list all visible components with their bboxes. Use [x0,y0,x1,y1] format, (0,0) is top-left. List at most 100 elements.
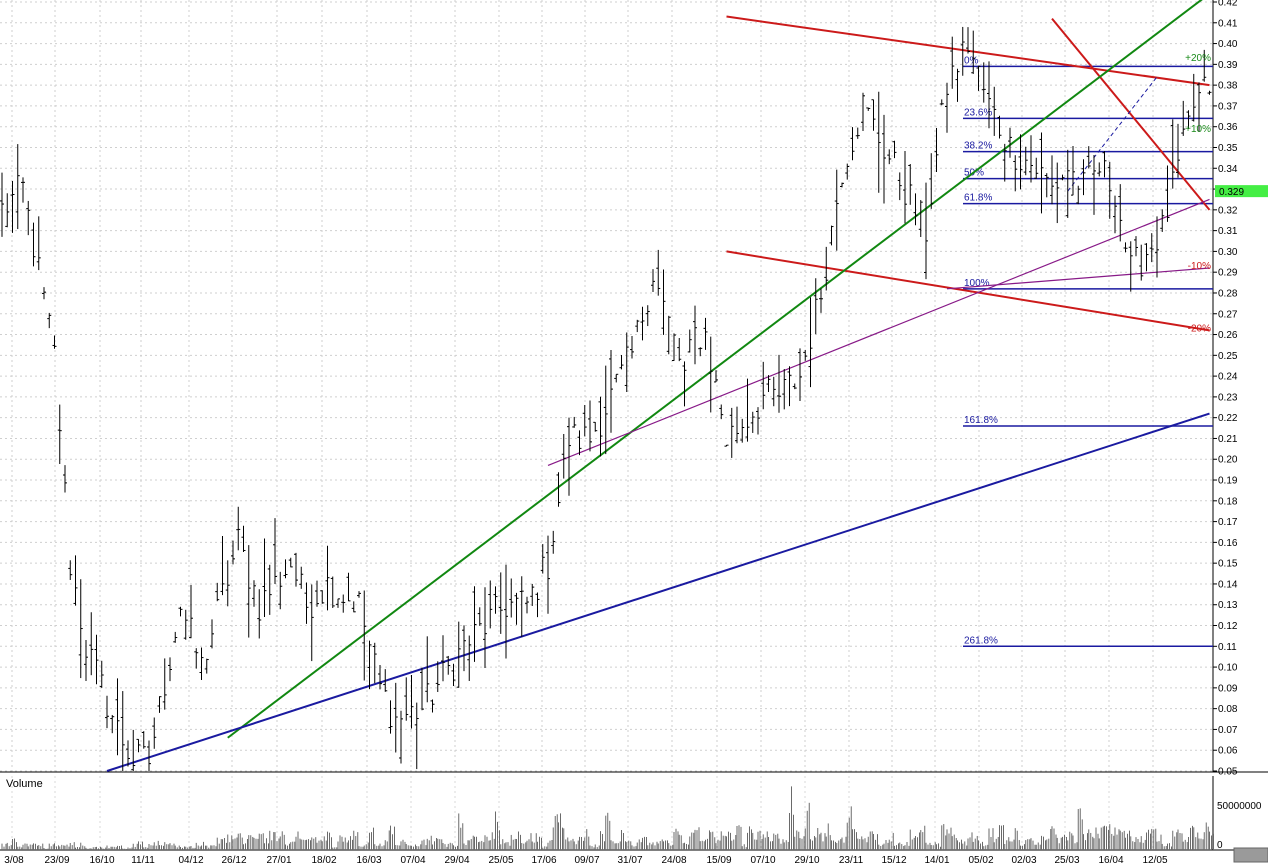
y-tick-label: 0.18 [1218,496,1238,507]
y-tick-label: 0.11 [1218,642,1237,653]
price-marker-box [1215,185,1268,198]
percent-labels: +20% +10% -10% -20% [1185,53,1211,334]
x-tick-label: 14/01 [924,855,949,865]
trend-line [1051,17,1211,211]
y-tick-label: 0.30 [1218,247,1238,258]
y-tick-label: 0.40 [1218,39,1238,50]
y-tick-label: 0.23 [1218,392,1238,403]
x-tick-label: 26/12 [221,855,246,865]
trend-line [227,0,1203,739]
x-tick-label: 15/12 [881,855,906,865]
y-tick-label: 0.08 [1218,704,1238,715]
fibonacci-levels: 0%23.6%38.2%50%61.8%100%161.8%261.8% [963,55,1213,648]
y-tick-label: 0.19 [1218,476,1238,487]
y-tick-label: 0.25 [1218,351,1238,362]
y-tick-label: 0.10 [1218,663,1238,674]
x-tick-label: 23/09 [44,855,69,865]
x-tick-label: 31/07 [617,855,642,865]
y-tick-label: 0.35 [1218,143,1238,154]
trend-line [106,412,1210,772]
y-tick-label: 0.37 [1218,101,1238,112]
y-tick-label: 0.13 [1218,600,1238,611]
fib-label: 100% [964,278,990,289]
y-tick-label: 0.26 [1218,330,1238,341]
x-tick-label: 29/10 [794,855,819,865]
percent-label: +20% [1185,53,1211,64]
fib-label: 61.8% [964,193,992,204]
x-tick-label: 16/04 [1098,855,1123,865]
y-tick-label: 0.14 [1218,579,1238,590]
y-tick-label: 0.38 [1218,81,1238,92]
price-marker-label: 0.329 [1219,187,1244,198]
trend-line [547,198,1210,467]
volume-tick-label: 0 [1217,840,1223,851]
y-tick-label: 0.06 [1218,746,1238,757]
y-tick-label: 0.12 [1218,621,1238,632]
y-tick-label: 0.17 [1218,517,1238,528]
volume-bars [1,786,1214,850]
fib-label: 161.8% [964,415,998,426]
y-tick-label: 0.16 [1218,538,1238,549]
scroll-handle[interactable] [1233,847,1268,863]
x-tick-label: 05/02 [968,855,993,865]
percent-label: -20% [1188,323,1211,334]
y-tick-label: 0.15 [1218,559,1238,570]
y-axis-ticks: 0.420.410.400.390.380.370.360.350.340.33… [1213,0,1238,778]
x-tick-label: 3/08 [4,855,24,865]
x-tick-label: 16/03 [356,855,381,865]
x-tick-label: 07/04 [400,855,425,865]
trend-line [946,267,1210,290]
y-tick-label: 0.36 [1218,122,1238,133]
x-tick-label: 25/05 [488,855,513,865]
price-bars [0,26,1212,771]
y-tick-label: 0.41 [1218,18,1238,29]
y-tick-label: 0.28 [1218,288,1238,299]
y-tick-label: 0.39 [1218,60,1238,71]
x-tick-label: 24/08 [661,855,686,865]
y-tick-label: 0.34 [1218,164,1238,175]
y-tick-label: 0.27 [1218,309,1238,320]
price-marker: 0.329 [1215,185,1268,198]
y-tick-label: 0.32 [1218,205,1238,216]
x-axis-ticks: 3/08 23/09 16/10 11/11 04/12 26/12 27/01 18/02 1… [4,855,1168,865]
y-tick-label: 0.09 [1218,683,1238,694]
x-tick-label: 11/11 [131,855,155,865]
volume-tick-label: 50000000 [1217,801,1262,812]
x-tick-label: 27/01 [266,855,291,865]
x-tick-label: 25/03 [1054,855,1079,865]
x-tick-label: 16/10 [89,855,114,865]
trend-line [726,250,1210,332]
volume-axis: 50000000 0 [1217,801,1262,851]
y-tick-label: 0.42 [1218,0,1238,9]
volume-panel-title: Volume [6,778,43,790]
x-tick-label: 07/10 [750,855,775,865]
fib-label: 23.6% [964,107,992,118]
fib-label: 0% [964,55,979,66]
percent-label: -10% [1188,261,1211,272]
y-tick-label: 0.05 [1218,767,1238,778]
x-tick-label: 02/03 [1011,855,1036,865]
fib-label: 38.2% [964,141,992,152]
y-tick-label: 0.24 [1218,372,1238,383]
percent-label: +10% [1185,124,1211,135]
x-tick-label: 15/09 [706,855,731,865]
y-tick-label: 0.31 [1218,226,1238,237]
fib-label: 261.8% [964,635,998,646]
y-tick-label: 0.20 [1218,455,1238,466]
y-tick-label: 0.07 [1218,725,1238,736]
trend-lines [106,0,1211,772]
x-tick-label: 04/12 [178,855,203,865]
x-tick-label: 23/11 [839,855,864,865]
x-tick-label: 29/04 [444,855,469,865]
y-tick-label: 0.21 [1218,434,1238,445]
x-tick-label: 12/05 [1142,855,1167,865]
price-grid [0,0,1213,850]
x-tick-label: 18/02 [311,855,336,865]
x-tick-label: 09/07 [574,855,599,865]
x-tick-label: 17/06 [531,855,556,865]
fib-anchor-line [1067,76,1158,192]
y-tick-label: 0.22 [1218,413,1238,424]
y-tick-label: 0.29 [1218,268,1238,279]
